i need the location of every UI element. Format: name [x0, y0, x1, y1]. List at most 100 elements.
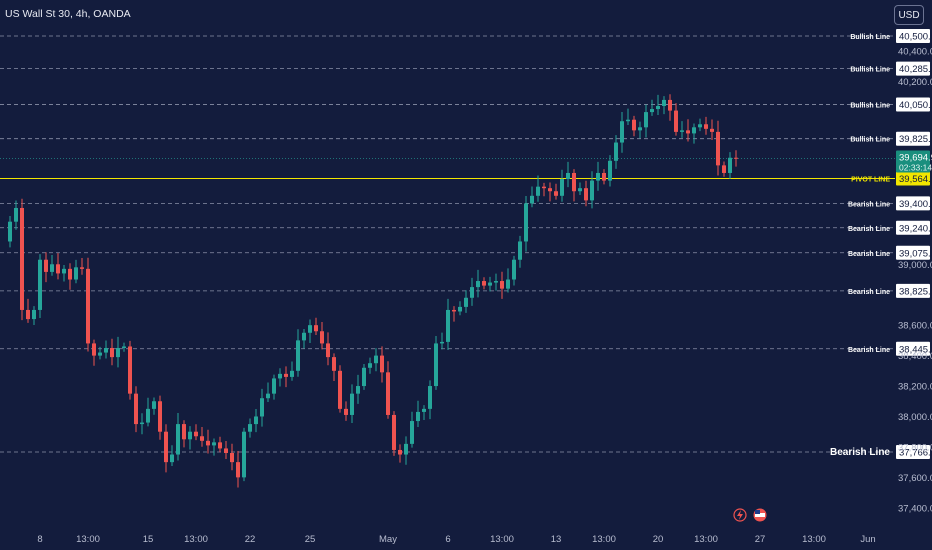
- candle-body: [446, 309, 450, 342]
- level-value-label: 39,075.8: [899, 248, 932, 259]
- candle-body: [518, 241, 522, 260]
- time-tick-label: 13:00: [76, 534, 100, 545]
- candle-body: [632, 119, 636, 131]
- time-tick-label: 27: [755, 534, 766, 545]
- candle-body: [536, 186, 540, 196]
- level-value-label: 39,400.0: [899, 199, 932, 210]
- candle-body: [176, 424, 180, 455]
- candle-body: [704, 124, 708, 129]
- price-tick-label: 37,800.0: [898, 442, 932, 453]
- candle-body: [416, 411, 420, 422]
- price-tick-label: 40,400.0: [898, 47, 932, 58]
- candle-body: [212, 442, 216, 446]
- price-tick-label: 38,600.0: [898, 321, 932, 332]
- candle-body: [410, 421, 414, 444]
- candle-body: [608, 160, 612, 181]
- candle-body: [644, 112, 648, 128]
- lightning-icon[interactable]: [733, 508, 747, 522]
- last-price-countdown: 02:33:14: [899, 163, 932, 173]
- candle-body: [488, 282, 492, 286]
- candle-body: [194, 431, 198, 437]
- last-price-tag: [896, 150, 930, 173]
- candle-body: [128, 346, 132, 394]
- candle-body: [62, 268, 66, 274]
- candle-body: [494, 281, 498, 283]
- candle-body: [14, 207, 18, 222]
- candle-body: [368, 363, 372, 368]
- candle-body: [224, 448, 228, 454]
- candle-body: [578, 188, 582, 192]
- candle-body: [188, 431, 192, 440]
- candle-body: [134, 393, 138, 425]
- candle-body: [686, 130, 690, 134]
- candle-body: [266, 393, 270, 399]
- level-value-tag: [896, 196, 930, 211]
- candle-body: [662, 99, 666, 107]
- level-value-tag: [896, 283, 930, 298]
- candle-body: [8, 221, 12, 242]
- candle-body: [524, 203, 528, 242]
- price-tick-label: 38,200.0: [898, 382, 932, 393]
- candle-body: [296, 340, 300, 371]
- level-line-name: Bearish Line: [848, 201, 890, 208]
- candle-body: [248, 424, 252, 432]
- candle-body: [26, 309, 30, 320]
- level-value-label: 40,500.0: [899, 32, 932, 43]
- candle-body: [680, 130, 684, 132]
- price-tick-label: 37,400.0: [898, 503, 932, 514]
- candle-body: [452, 309, 456, 312]
- level-line-name: Bearish Line: [830, 447, 890, 458]
- us-flag-icon[interactable]: [753, 508, 767, 522]
- candle-body: [398, 449, 402, 455]
- candle-body: [284, 373, 288, 377]
- level-line-name: Bullish Line: [850, 34, 890, 41]
- level-value-tag: [896, 29, 930, 43]
- level-line-name: Bullish Line: [850, 137, 890, 144]
- candle-body: [380, 355, 384, 373]
- candle-body: [716, 131, 720, 166]
- candle-body: [86, 268, 90, 344]
- candle-body: [92, 343, 96, 356]
- candle-body: [230, 453, 234, 463]
- level-value-label: 39,240.0: [899, 223, 932, 234]
- candle-body: [116, 347, 120, 358]
- candle-body: [392, 414, 396, 450]
- level-line-name: Bullish Line: [850, 102, 890, 109]
- candle-body: [626, 119, 630, 122]
- candle-body: [506, 279, 510, 289]
- time-tick-label: 6: [445, 534, 450, 545]
- candle-body: [602, 172, 606, 181]
- candle-body: [476, 281, 480, 288]
- time-tick-label: Jun: [860, 534, 875, 545]
- candle-body: [566, 172, 570, 180]
- candle-body: [200, 436, 204, 441]
- candle-body: [260, 398, 264, 417]
- candle-body: [308, 325, 312, 333]
- candle-body: [722, 165, 726, 173]
- candle-body: [434, 343, 438, 387]
- level-value-label: 40,050.3: [899, 100, 932, 111]
- time-tick-label: 15: [143, 534, 154, 545]
- candle-body: [422, 408, 426, 412]
- time-tick-label: 25: [305, 534, 316, 545]
- level-value-tag: [896, 61, 930, 76]
- candle-body: [278, 373, 282, 379]
- level-line-name: Bearish Line: [848, 347, 890, 354]
- price-tick-label: 40,200.0: [898, 77, 932, 88]
- candle-body: [590, 180, 594, 201]
- candle-body: [104, 347, 108, 353]
- level-line-name: Bullish Line: [850, 67, 890, 74]
- candle-body: [122, 346, 126, 348]
- candle-body: [80, 267, 84, 269]
- candle-body: [338, 370, 342, 409]
- candle-body: [428, 386, 432, 409]
- level-line-name: Bearish Line: [848, 226, 890, 233]
- level-value-tag: [896, 171, 930, 186]
- currency-button[interactable]: USD: [894, 5, 924, 25]
- candle-body: [548, 188, 552, 192]
- candle-body: [32, 309, 36, 320]
- candle-body: [344, 408, 348, 415]
- time-tick-label: 13:00: [184, 534, 208, 545]
- candle-body: [404, 443, 408, 455]
